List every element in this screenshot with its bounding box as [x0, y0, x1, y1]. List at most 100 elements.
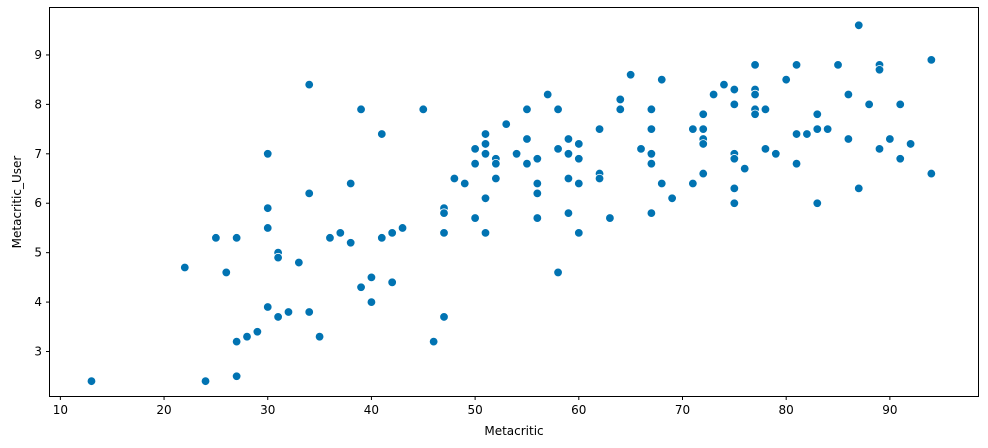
- scatter-point: [646, 149, 657, 159]
- scatter-point: [480, 149, 491, 159]
- y-axis-ticks: 3 4 5 6 7 8 9: [34, 48, 50, 359]
- scatter-point: [885, 134, 895, 144]
- scatter-point: [428, 336, 439, 347]
- scatter-point: [646, 104, 657, 115]
- scatter-point: [750, 89, 760, 100]
- scatter-point: [646, 158, 657, 169]
- scatter-point: [345, 238, 356, 248]
- scatter-point: [439, 228, 449, 238]
- scatter-point: [812, 109, 822, 119]
- scatter-point: [314, 331, 325, 342]
- scatter-point: [387, 277, 397, 288]
- scatter-point: [480, 129, 491, 139]
- scatter-point: [812, 198, 822, 208]
- scatter-point: [511, 149, 522, 159]
- scatter-point: [397, 223, 408, 233]
- scatter-point: [180, 262, 190, 273]
- scatter-point: [698, 168, 708, 179]
- scatter-point: [366, 297, 377, 307]
- x-axis-ticks: 10 20 30 40 50 60 70 80 90: [53, 396, 898, 417]
- scatter-point: [449, 173, 460, 184]
- scatter-point: [470, 158, 480, 169]
- scatter-point: [719, 79, 729, 90]
- scatter-point: [563, 134, 574, 144]
- scatter-point: [781, 74, 791, 85]
- scatter-point: [657, 74, 667, 85]
- scatter-point: [542, 89, 553, 100]
- scatter-point: [864, 99, 874, 110]
- scatter-point: [657, 178, 667, 189]
- scatter-point: [460, 178, 470, 189]
- x-tick-label: 80: [779, 403, 794, 417]
- scatter-point: [263, 149, 273, 159]
- scatter-point: [698, 124, 708, 134]
- scatter-point: [791, 60, 802, 70]
- scatter-point: [646, 124, 657, 134]
- scatter-point: [325, 233, 335, 243]
- scatter-point: [563, 149, 574, 159]
- scatter-point: [574, 139, 584, 149]
- scatter-point: [263, 302, 273, 312]
- scatter-point: [615, 94, 625, 105]
- scatter-point: [221, 267, 231, 278]
- scatter-point: [377, 233, 387, 243]
- scatter-point: [211, 233, 221, 243]
- scatter-point: [522, 104, 532, 115]
- scatter-point: [522, 158, 532, 169]
- scatter-point: [895, 154, 905, 164]
- scatter-point: [791, 129, 802, 139]
- scatter-point: [553, 267, 563, 278]
- scatter-point: [771, 149, 781, 159]
- scatter-point: [491, 173, 501, 184]
- scatter-point: [273, 312, 283, 322]
- y-tick-label: 5: [34, 246, 42, 260]
- scatter-point: [822, 124, 833, 134]
- scatter-point: [553, 144, 563, 154]
- scatter-point: [252, 327, 263, 337]
- scatter-point: [345, 178, 356, 189]
- scatter-point: [231, 233, 242, 243]
- scatter-point: [698, 109, 708, 119]
- scatter-points: [86, 20, 937, 386]
- scatter-point: [283, 307, 294, 317]
- scatter-point: [522, 134, 532, 144]
- plot-frame: [49, 7, 979, 397]
- scatter-point: [304, 188, 314, 199]
- x-tick-label: 30: [260, 403, 275, 417]
- scatter-point: [86, 376, 97, 386]
- scatter-point: [854, 183, 864, 194]
- scatter-point: [905, 139, 916, 149]
- scatter-point: [263, 203, 273, 213]
- scatter-point: [273, 252, 283, 263]
- y-axis-label: Metacritic_User: [10, 156, 24, 249]
- scatter-point: [387, 228, 397, 238]
- x-axis-label: Metacritic: [484, 424, 543, 438]
- scatter-point: [760, 104, 771, 115]
- scatter-point: [366, 272, 377, 283]
- scatter-point: [926, 55, 937, 65]
- scatter-point: [553, 104, 563, 115]
- scatter-point: [594, 173, 605, 184]
- scatter-point: [625, 70, 636, 80]
- scatter-point: [574, 178, 584, 189]
- scatter-point: [574, 154, 584, 164]
- scatter-point: [439, 208, 449, 218]
- scatter-point: [791, 158, 802, 169]
- scatter-point: [532, 178, 543, 189]
- scatter-point: [926, 168, 937, 179]
- scatter-point: [854, 20, 864, 30]
- scatter-point: [729, 84, 740, 95]
- scatter-point: [729, 154, 740, 164]
- y-tick-label: 7: [34, 147, 42, 161]
- scatter-point: [491, 158, 501, 169]
- scatter-point: [335, 228, 346, 238]
- scatter-point: [532, 188, 543, 199]
- scatter-point: [812, 124, 822, 134]
- scatter-point: [480, 228, 491, 238]
- scatter-point: [646, 208, 657, 218]
- y-tick-label: 3: [34, 345, 42, 359]
- scatter-point: [356, 104, 366, 115]
- scatter-point: [698, 139, 708, 149]
- scatter-point: [480, 193, 491, 203]
- scatter-point: [532, 154, 543, 164]
